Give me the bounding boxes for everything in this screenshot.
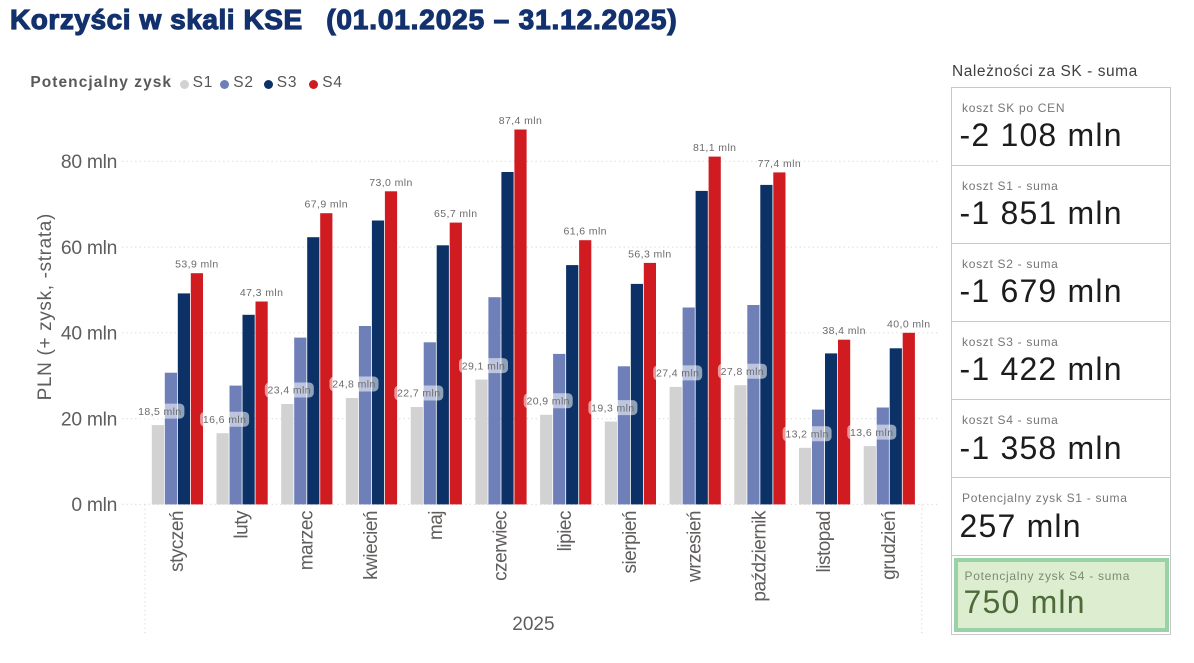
- svg-text:53,9 mln: 53,9 mln: [175, 259, 218, 271]
- svg-text:27,8 mln: 27,8 mln: [721, 366, 764, 378]
- svg-text:18,5 mln: 18,5 mln: [138, 406, 181, 418]
- svg-text:61,6 mln: 61,6 mln: [563, 226, 606, 238]
- svg-text:lipiec: lipiec: [555, 511, 576, 551]
- svg-text:styczeń: styczeń: [167, 511, 188, 572]
- svg-text:65,7 mln: 65,7 mln: [434, 208, 477, 220]
- svg-text:40,0 mln: 40,0 mln: [887, 318, 930, 330]
- svg-text:październik: październik: [749, 510, 770, 602]
- svg-text:czerwiec: czerwiec: [491, 511, 512, 581]
- svg-text:81,1 mln: 81,1 mln: [693, 142, 736, 154]
- svg-text:grudzień: grudzień: [879, 511, 900, 580]
- svg-text:77,4 mln: 77,4 mln: [758, 158, 801, 170]
- svg-text:47,3 mln: 47,3 mln: [240, 287, 283, 299]
- svg-text:29,1 mln: 29,1 mln: [462, 360, 505, 372]
- svg-text:wrzesień: wrzesień: [685, 511, 706, 583]
- svg-text:73,0 mln: 73,0 mln: [369, 177, 412, 189]
- svg-text:23,4 mln: 23,4 mln: [268, 385, 311, 397]
- svg-text:24,8 mln: 24,8 mln: [332, 379, 375, 391]
- svg-text:40 mln: 40 mln: [61, 324, 117, 345]
- svg-text:16,6 mln: 16,6 mln: [203, 414, 246, 426]
- svg-text:listopad: listopad: [814, 511, 835, 573]
- svg-text:kwiecień: kwiecień: [361, 511, 382, 580]
- svg-text:67,9 mln: 67,9 mln: [305, 199, 348, 211]
- svg-text:PLN (+ zysk, -strata): PLN (+ zysk, -strata): [35, 213, 56, 400]
- svg-text:27,4 mln: 27,4 mln: [656, 368, 699, 380]
- svg-text:60 mln: 60 mln: [61, 238, 117, 259]
- svg-text:87,4 mln: 87,4 mln: [499, 115, 542, 127]
- svg-text:13,6 mln: 13,6 mln: [850, 427, 893, 439]
- svg-text:sierpień: sierpień: [620, 511, 641, 574]
- svg-text:marzec: marzec: [296, 511, 317, 570]
- svg-text:38,4 mln: 38,4 mln: [822, 325, 865, 337]
- svg-text:19,3 mln: 19,3 mln: [591, 402, 634, 414]
- svg-text:20,9 mln: 20,9 mln: [526, 396, 569, 408]
- svg-text:2025: 2025: [512, 614, 554, 635]
- svg-text:0 mln: 0 mln: [71, 495, 117, 516]
- svg-text:22,7 mln: 22,7 mln: [397, 388, 440, 400]
- svg-text:80 mln: 80 mln: [61, 152, 117, 173]
- svg-text:luty: luty: [232, 510, 253, 539]
- svg-text:maj: maj: [426, 511, 447, 540]
- svg-text:56,3 mln: 56,3 mln: [628, 248, 671, 260]
- svg-text:20 mln: 20 mln: [61, 409, 117, 430]
- svg-text:13,2 mln: 13,2 mln: [785, 429, 828, 441]
